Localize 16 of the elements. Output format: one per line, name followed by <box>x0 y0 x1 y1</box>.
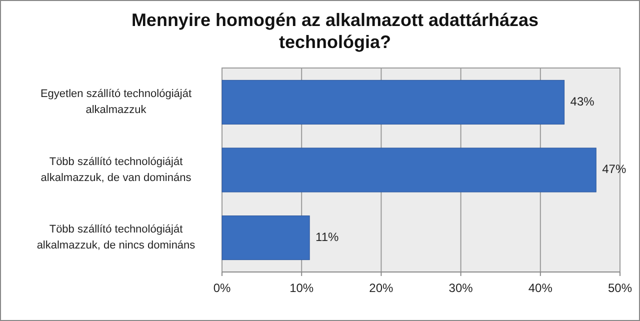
y-tick-label: Több szállító technológiáját alkalmazzuk, de nincs domináns <box>36 224 196 252</box>
bar <box>222 216 310 260</box>
x-tick-label: 50% <box>608 281 632 295</box>
bar <box>222 148 596 192</box>
y-tick-label: Egyetlen szállító technológiáját alkalmazzuk <box>40 88 192 116</box>
chart-title: Mennyire homogén az alkalmazott adattárházas technológia? <box>131 10 539 52</box>
x-tick-label: 30% <box>448 281 474 295</box>
data-label: 43% <box>570 94 595 108</box>
x-tick-label: 40% <box>528 281 553 295</box>
x-tick-label: 20% <box>369 281 394 295</box>
bar <box>222 80 565 125</box>
x-tick-label: 0% <box>213 281 231 295</box>
data-label: 11% <box>316 230 340 244</box>
x-tick-label: 10% <box>290 281 314 295</box>
data-label: 47% <box>602 162 626 176</box>
y-tick-label: Több szállító technológiáját alkalmazzuk, de van domináns <box>40 156 192 184</box>
